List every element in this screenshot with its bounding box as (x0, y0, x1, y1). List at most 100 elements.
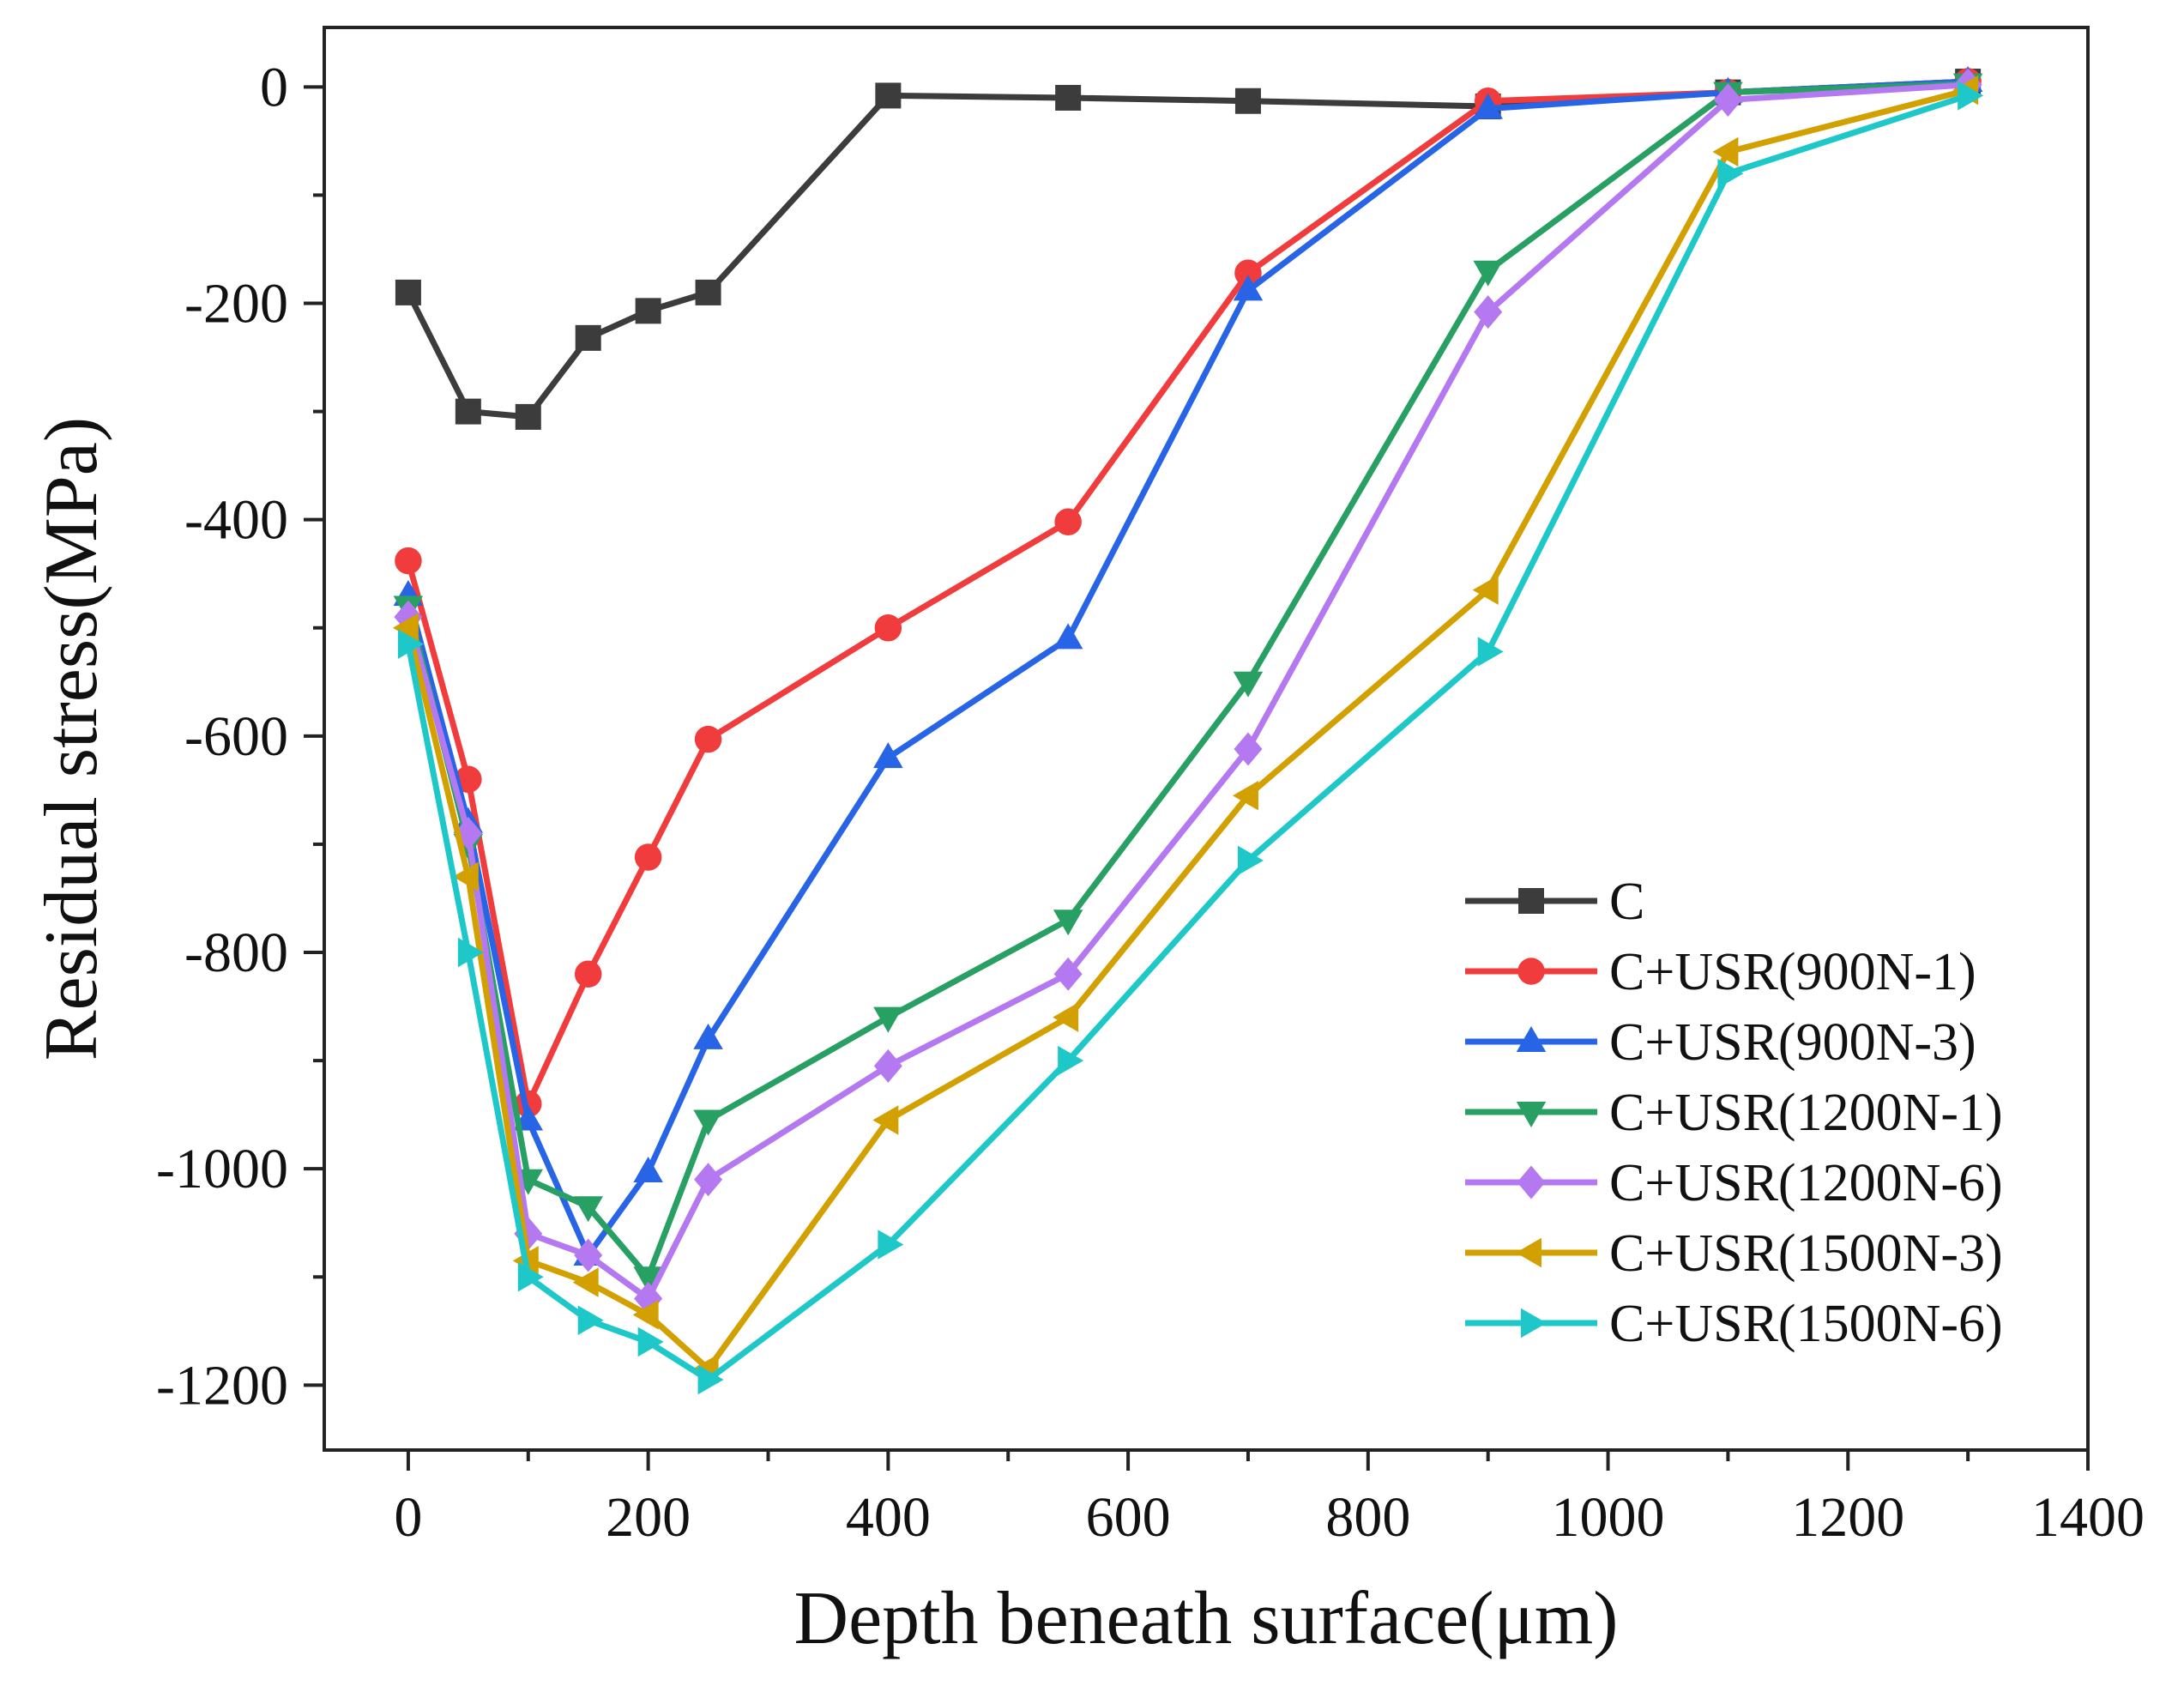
data-point (697, 1364, 724, 1395)
y-tick-label: -1000 (156, 1138, 288, 1200)
series-7 (397, 81, 1984, 1395)
y-tick-label: -800 (184, 922, 288, 984)
legend-swatch-marker (1517, 958, 1545, 985)
x-tick-label: 1400 (2031, 1486, 2145, 1549)
data-point (1233, 671, 1264, 698)
data-point (574, 960, 602, 988)
data-point (517, 1262, 544, 1292)
legend-swatch-marker (1516, 1026, 1547, 1052)
data-point (633, 1156, 663, 1182)
legend-swatch-marker (1516, 1237, 1541, 1268)
data-point (1053, 909, 1083, 936)
data-point (574, 1238, 603, 1272)
legend-swatch-marker (1516, 1102, 1547, 1127)
data-point (392, 613, 419, 644)
data-point (1477, 637, 1504, 667)
legend-item: C+USR(1200N-1) (1465, 1084, 2003, 1142)
data-point (1237, 845, 1264, 876)
legend-item: C+USR(900N-1) (1465, 943, 1976, 1001)
data-point (395, 279, 421, 305)
data-point (1058, 1045, 1084, 1076)
legend-swatch-marker (1521, 1308, 1547, 1339)
data-point (1713, 82, 1742, 117)
series-line (405, 93, 1970, 1383)
data-point (452, 861, 479, 892)
y-tick-label: -1200 (156, 1354, 288, 1417)
data-point (1712, 136, 1739, 167)
data-point (878, 1230, 904, 1260)
data-point (397, 629, 424, 659)
legend-item: C+USR(1500N-6) (1465, 1295, 2003, 1353)
data-point (575, 324, 601, 351)
data-point (694, 1163, 723, 1197)
data-point (873, 1006, 903, 1033)
data-point (1958, 81, 1984, 111)
y-tick-label: -200 (184, 273, 288, 335)
series-line (405, 82, 1969, 1302)
legend-item: C (1465, 873, 1644, 931)
data-point (457, 937, 484, 968)
axes: 0 200 400 600 800 1000 1200 1400 0 -200 -400 -600 -8… (156, 26, 2145, 1549)
x-tick-label: 800 (1325, 1486, 1410, 1549)
data-point (455, 398, 481, 425)
data-point (1234, 732, 1263, 766)
x-tick-label: 1200 (1791, 1486, 1904, 1549)
data-point (1054, 508, 1082, 535)
legend-label: C+USR(1200N-6) (1609, 1154, 2003, 1212)
data-point (1234, 88, 1261, 114)
series-6 (392, 75, 1979, 1384)
data-point (875, 82, 902, 109)
y-tick-label: 0 (260, 56, 288, 118)
y-axis-title: Residual stress(MPa) (30, 417, 113, 1061)
x-tick-label: 1000 (1552, 1486, 1665, 1549)
data-point (693, 1023, 723, 1049)
data-point (632, 1300, 659, 1330)
data-point (635, 298, 661, 324)
data-point (873, 742, 903, 769)
data-point (694, 725, 722, 753)
series-1 (395, 69, 1982, 430)
series-line (405, 78, 1969, 1107)
data-point (1053, 623, 1083, 650)
data-point (693, 1109, 723, 1136)
legend-label: C (1609, 873, 1644, 931)
data-point (1472, 575, 1499, 605)
x-axis-title: Depth beneath surface(μm) (794, 1577, 1619, 1660)
data-point (1473, 93, 1503, 119)
data-point (1053, 957, 1083, 991)
y-tick-label: -400 (184, 489, 288, 552)
legend-label: C+USR(900N-3) (1609, 1013, 1976, 1072)
x-tick-label: 0 (394, 1486, 422, 1549)
data-point (872, 1105, 899, 1135)
y-tick-label: -600 (184, 705, 288, 768)
legend-item: C+USR(1500N-3) (1465, 1224, 2003, 1283)
legend-swatch-marker (1517, 1165, 1546, 1200)
x-tick-label: 200 (606, 1486, 691, 1549)
legend-label: C+USR(1500N-6) (1609, 1295, 2003, 1353)
x-tick-label: 600 (1086, 1486, 1171, 1549)
series-line (405, 78, 1969, 1259)
series-line (405, 78, 1969, 420)
data-point (1717, 158, 1744, 189)
series-line (405, 81, 1969, 1280)
legend-item: C+USR(900N-3) (1465, 1013, 1976, 1072)
legend-label: C+USR(1200N-1) (1609, 1084, 2003, 1142)
data-point (634, 843, 662, 871)
data-point (572, 1267, 599, 1297)
data-point (577, 1305, 604, 1335)
data-point (573, 1196, 603, 1223)
data-point (1473, 260, 1503, 287)
data-point (1232, 780, 1258, 811)
plot-frame (323, 26, 2090, 1452)
x-tick-label: 400 (846, 1486, 931, 1549)
legend-swatch-marker (1518, 888, 1544, 914)
data-point (1234, 259, 1262, 287)
data-point (515, 403, 541, 430)
legend-label: C+USR(1500N-3) (1609, 1224, 2003, 1283)
data-point (633, 1266, 663, 1293)
data-point (1233, 275, 1264, 301)
legend-label: C+USR(900N-1) (1609, 943, 1976, 1001)
data-point (1053, 1002, 1079, 1032)
